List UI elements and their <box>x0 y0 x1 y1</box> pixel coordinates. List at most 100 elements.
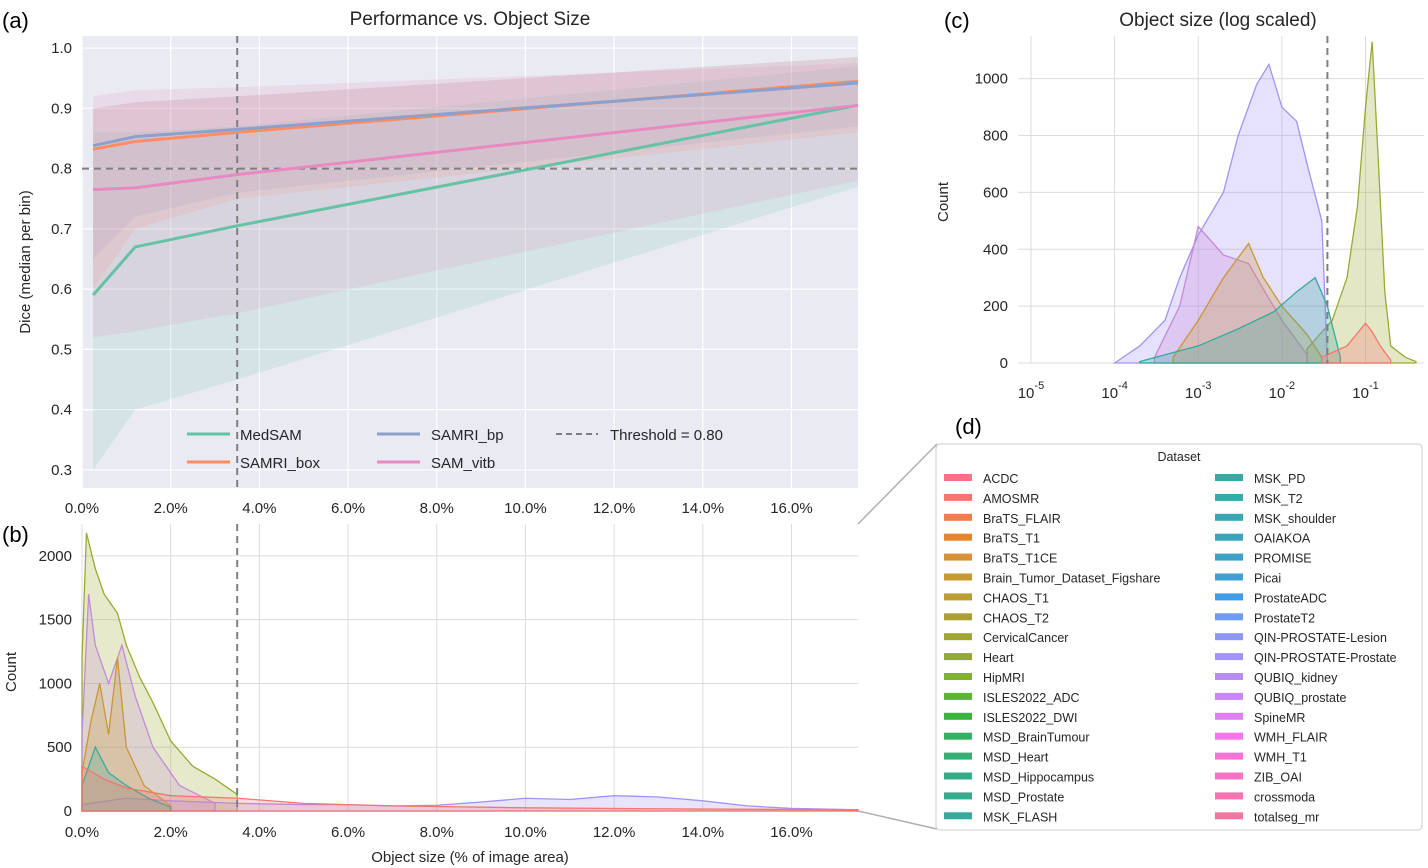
dataset-label: MSK_FLASH <box>983 810 1057 824</box>
chart-a-ytick: 0.5 <box>51 341 72 358</box>
chart-b-area <box>81 795 859 812</box>
dataset-label: PROMISE <box>1254 552 1312 566</box>
line-samri_bp <box>92 81 859 148</box>
chart-b-xtick: 2.0% <box>154 824 188 841</box>
dataset-swatch <box>944 653 972 661</box>
chart-b-xtick: 0.0% <box>65 824 99 841</box>
chart-a-xtick: 0.0% <box>65 500 99 517</box>
dataset-swatch <box>1215 653 1243 661</box>
dataset-label: totalseg_mr <box>1254 810 1319 824</box>
dataset-label: BraTS_T1CE <box>983 552 1057 566</box>
dataset-label: ProstateADC <box>1254 591 1327 605</box>
chart-a-xtick: 16.0% <box>770 500 813 517</box>
dataset-swatch <box>944 812 972 820</box>
chart-c-area <box>1112 62 1329 364</box>
dataset-swatch <box>1215 633 1243 641</box>
dataset-swatch <box>944 712 972 720</box>
dataset-label: Picai <box>1254 572 1281 586</box>
dataset-swatch <box>944 493 972 501</box>
dataset-label: Brain_Tumor_Dataset_Figshare <box>983 572 1160 586</box>
chart-b-ytick: 1500 <box>39 612 72 629</box>
panel-label-a: (a) <box>2 8 29 33</box>
chart-a-ylabel: Dice (median per bin) <box>17 190 34 333</box>
chart-a-ytick: 1.0 <box>51 40 72 57</box>
chart-b-background <box>82 524 858 811</box>
legend-label-sam-vitb: SAM_vitb <box>431 455 495 472</box>
dataset-swatch <box>1215 712 1243 720</box>
dataset-swatch <box>1215 812 1243 820</box>
chart-a-xtick: 10.0% <box>504 500 547 517</box>
chart-b-ylabel: Count <box>3 651 20 692</box>
chart-c-title: Object size (log scaled) <box>1119 10 1316 31</box>
panel-label-c: (c) <box>944 8 970 33</box>
line-sam_vitb <box>93 103 859 192</box>
dataset-swatch <box>1215 772 1243 780</box>
chart-a-ytick: 0.3 <box>51 462 72 479</box>
chart-b-xtick: 10.0% <box>504 824 547 841</box>
dataset-swatch <box>944 772 972 780</box>
dataset-swatch <box>944 732 972 740</box>
dataset-legend-title: Dataset <box>1157 450 1201 464</box>
band-samri_bp <box>93 57 859 259</box>
dataset-label: ACDC <box>983 472 1018 486</box>
chart-c-xtick: 10-4 <box>1101 380 1127 402</box>
chart-b-ytick: 2000 <box>39 548 72 565</box>
dataset-label: MSK_T2 <box>1254 492 1303 506</box>
dataset-swatch <box>1215 573 1243 581</box>
chart-c-ytick: 800 <box>983 128 1008 145</box>
dataset-label: QIN-PROSTATE-Prostate <box>1254 651 1397 665</box>
dataset-swatch <box>944 513 972 521</box>
chart-b-ytick: 1000 <box>39 675 72 692</box>
chart-b-xtick: 12.0% <box>593 824 636 841</box>
legend-label-medsam: MedSAM <box>240 427 302 444</box>
dataset-label: ISLES2022_DWI <box>983 711 1078 725</box>
chart-a-xtick: 8.0% <box>420 500 454 517</box>
chart-a-xtick: 14.0% <box>682 500 725 517</box>
chart-c-xtick: 10-2 <box>1269 380 1295 402</box>
chart-b-area <box>81 594 216 812</box>
chart-c-ytick: 1000 <box>975 71 1008 88</box>
dataset-swatch <box>944 633 972 641</box>
chart-a-xtick: 12.0% <box>593 500 636 517</box>
chart-a-ytick: 0.4 <box>51 402 72 419</box>
chart-c-xtick: 10-5 <box>1018 380 1044 402</box>
chart-b-xtick: 4.0% <box>242 824 276 841</box>
chart-c-ytick: 600 <box>983 184 1008 201</box>
dataset-label: CHAOS_T2 <box>983 611 1049 625</box>
dataset-swatch <box>944 553 972 561</box>
chart-c-ylabel: Count <box>935 181 952 222</box>
dataset-swatch <box>1215 553 1243 561</box>
connector-bottom-line <box>857 810 938 830</box>
legend-label-samri-bp: SAMRI_bp <box>431 427 504 444</box>
dataset-swatch <box>1215 752 1243 760</box>
chart-b-xtick: 8.0% <box>420 824 454 841</box>
chart-a-legend: MedSAM SAMRI_box SAMRI_bp SAM_vitb Thres… <box>187 427 723 472</box>
dataset-label: QUBIQ_kidney <box>1254 671 1338 685</box>
dataset-swatch <box>1215 593 1243 601</box>
connector-top-line <box>857 443 938 525</box>
chart-b-ytick: 0 <box>64 803 72 820</box>
chart-c-xtick: 10-1 <box>1352 380 1378 402</box>
dataset-swatch <box>1215 513 1243 521</box>
chart-b-xtick: 14.0% <box>682 824 725 841</box>
chart-a-ytick: 0.9 <box>51 100 72 117</box>
dataset-swatch <box>1215 474 1243 481</box>
dataset-legend-frame <box>935 443 1423 831</box>
chart-b-xlabel: Object size (% of image area) <box>371 849 569 866</box>
chart-b-xtick: 16.0% <box>770 824 813 841</box>
chart-b-ytick: 500 <box>47 739 72 756</box>
legend-label-samri-box: SAMRI_box <box>240 455 321 472</box>
dataset-label: BraTS_FLAIR <box>983 512 1061 526</box>
chart-b-xtick: 6.0% <box>331 824 365 841</box>
dataset-label: CHAOS_T1 <box>983 591 1049 605</box>
legend-label-threshold: Threshold = 0.80 <box>610 427 723 444</box>
dataset-swatch <box>1215 493 1243 501</box>
dataset-swatch <box>944 673 972 680</box>
dataset-label: HipMRI <box>983 671 1025 685</box>
band-samri_box <box>93 57 859 290</box>
dataset-label: MSD_Prostate <box>983 790 1064 804</box>
dataset-swatch <box>1215 673 1243 680</box>
chart-a-xtick: 4.0% <box>242 500 276 517</box>
dataset-label: CervicalCancer <box>983 631 1068 645</box>
